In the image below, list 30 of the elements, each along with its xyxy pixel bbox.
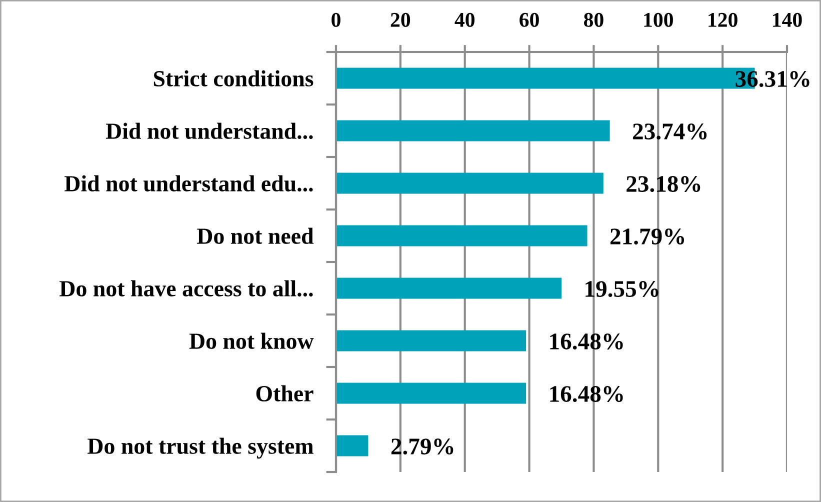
y-tick-label: Strict conditions — [154, 70, 314, 86]
y-tick-label: Do not know — [189, 332, 314, 349]
x-tick-label: 20 — [390, 12, 410, 27]
annotation: 23.18% — [626, 176, 700, 192]
annotation: 16.48% — [550, 334, 623, 350]
bar — [336, 225, 588, 246]
x-tick-label: 80 — [584, 12, 604, 27]
bar — [336, 120, 610, 142]
y-tick-label: Do not need — [197, 228, 314, 244]
y-tick-label: Did not understand edu... — [64, 175, 313, 192]
y-tick-label: Did not understand... — [106, 122, 313, 140]
x-tick-label: 100 — [644, 12, 673, 27]
annotation: 21.79% — [610, 228, 684, 245]
annotation: 19.55% — [586, 281, 658, 298]
bar — [336, 278, 562, 299]
x-tick-label: 60 — [520, 12, 539, 27]
y-tick-label: Do not have access to all... — [60, 280, 313, 297]
bar — [336, 330, 526, 352]
y-tick-label: Other — [256, 385, 314, 402]
annotation: 16.48% — [550, 386, 623, 402]
y-tick-label: Do not trust the system — [88, 438, 314, 459]
bar — [336, 172, 604, 194]
x-tick-label: 40 — [454, 12, 474, 27]
x-tick-label: 120 — [708, 12, 738, 27]
annotation: 23.74% — [633, 124, 707, 140]
bar — [336, 382, 526, 404]
annotation: 2.79% — [391, 438, 454, 455]
x-tick-label: 0 — [332, 12, 340, 27]
bar — [336, 435, 368, 456]
x-tick-label: 140 — [773, 12, 802, 27]
